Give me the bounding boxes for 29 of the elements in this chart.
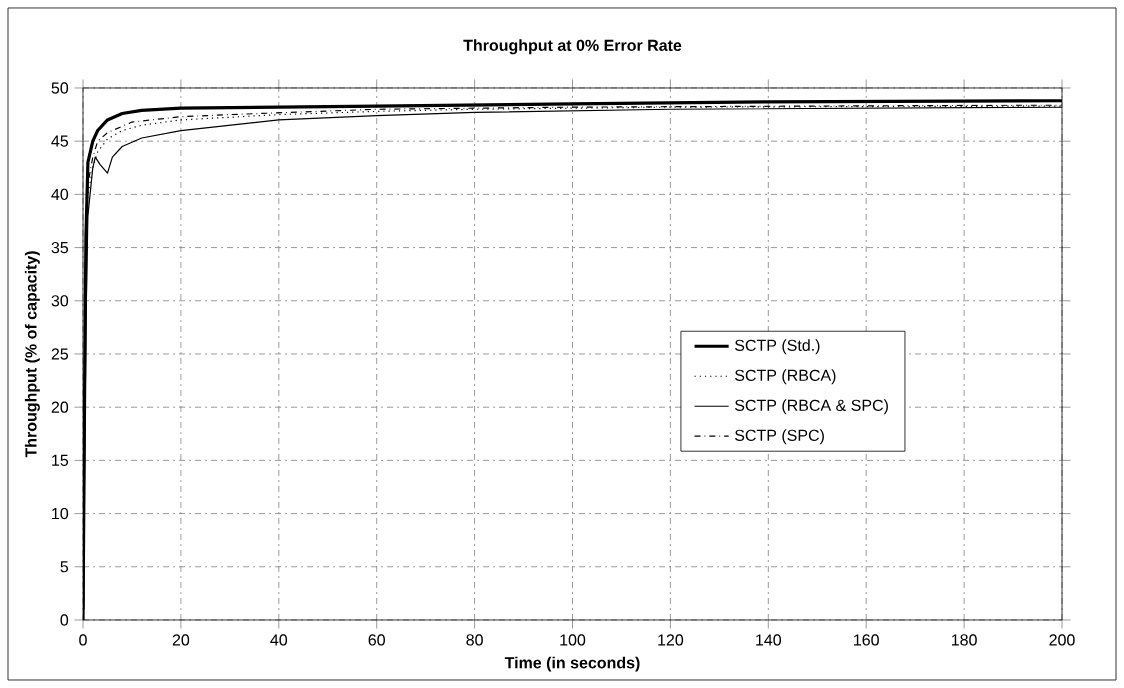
y-tick-label: 10 <box>52 507 69 520</box>
y-tick-label: 25 <box>51 348 69 360</box>
x-tick-label: 180 <box>951 634 977 646</box>
x-tick-label: 80 <box>466 634 483 646</box>
x-tick-label: 100 <box>560 634 586 646</box>
y-tick-label: 35 <box>51 241 69 254</box>
x-tick-label: 160 <box>854 634 879 646</box>
y-axis-title: Throughput (% of capacity) <box>24 251 40 458</box>
y-tick-label: 30 <box>51 295 69 307</box>
y-tick-label: 5 <box>60 561 69 573</box>
y-tick-label: 0 <box>60 614 69 626</box>
legend-label: SCTP (RBCA & SPC) <box>735 399 888 415</box>
x-tick-label: 140 <box>756 634 782 646</box>
y-tick-label: 50 <box>51 82 69 94</box>
y-tick-label: 20 <box>51 401 69 413</box>
legend-label: SCTP (Std.) <box>735 339 820 355</box>
x-tick-label: 120 <box>658 634 684 646</box>
x-tick-label: 60 <box>368 634 385 646</box>
x-tick-label: 0 <box>79 634 87 646</box>
y-tick-label: 15 <box>52 454 69 466</box>
legend-label: SCTP (RBCA) <box>735 369 836 385</box>
chart-title: Throughput at 0% Error Rate <box>463 39 682 55</box>
legend-label: SCTP (SPC) <box>735 429 824 445</box>
y-tick-label: 40 <box>51 188 69 201</box>
x-axis-title: Time (in seconds) <box>504 656 640 672</box>
x-tick-label: 20 <box>172 634 190 646</box>
x-tick-label: 200 <box>1049 634 1075 646</box>
y-tick-label: 45 <box>51 135 69 147</box>
x-tick-label: 40 <box>270 634 288 646</box>
